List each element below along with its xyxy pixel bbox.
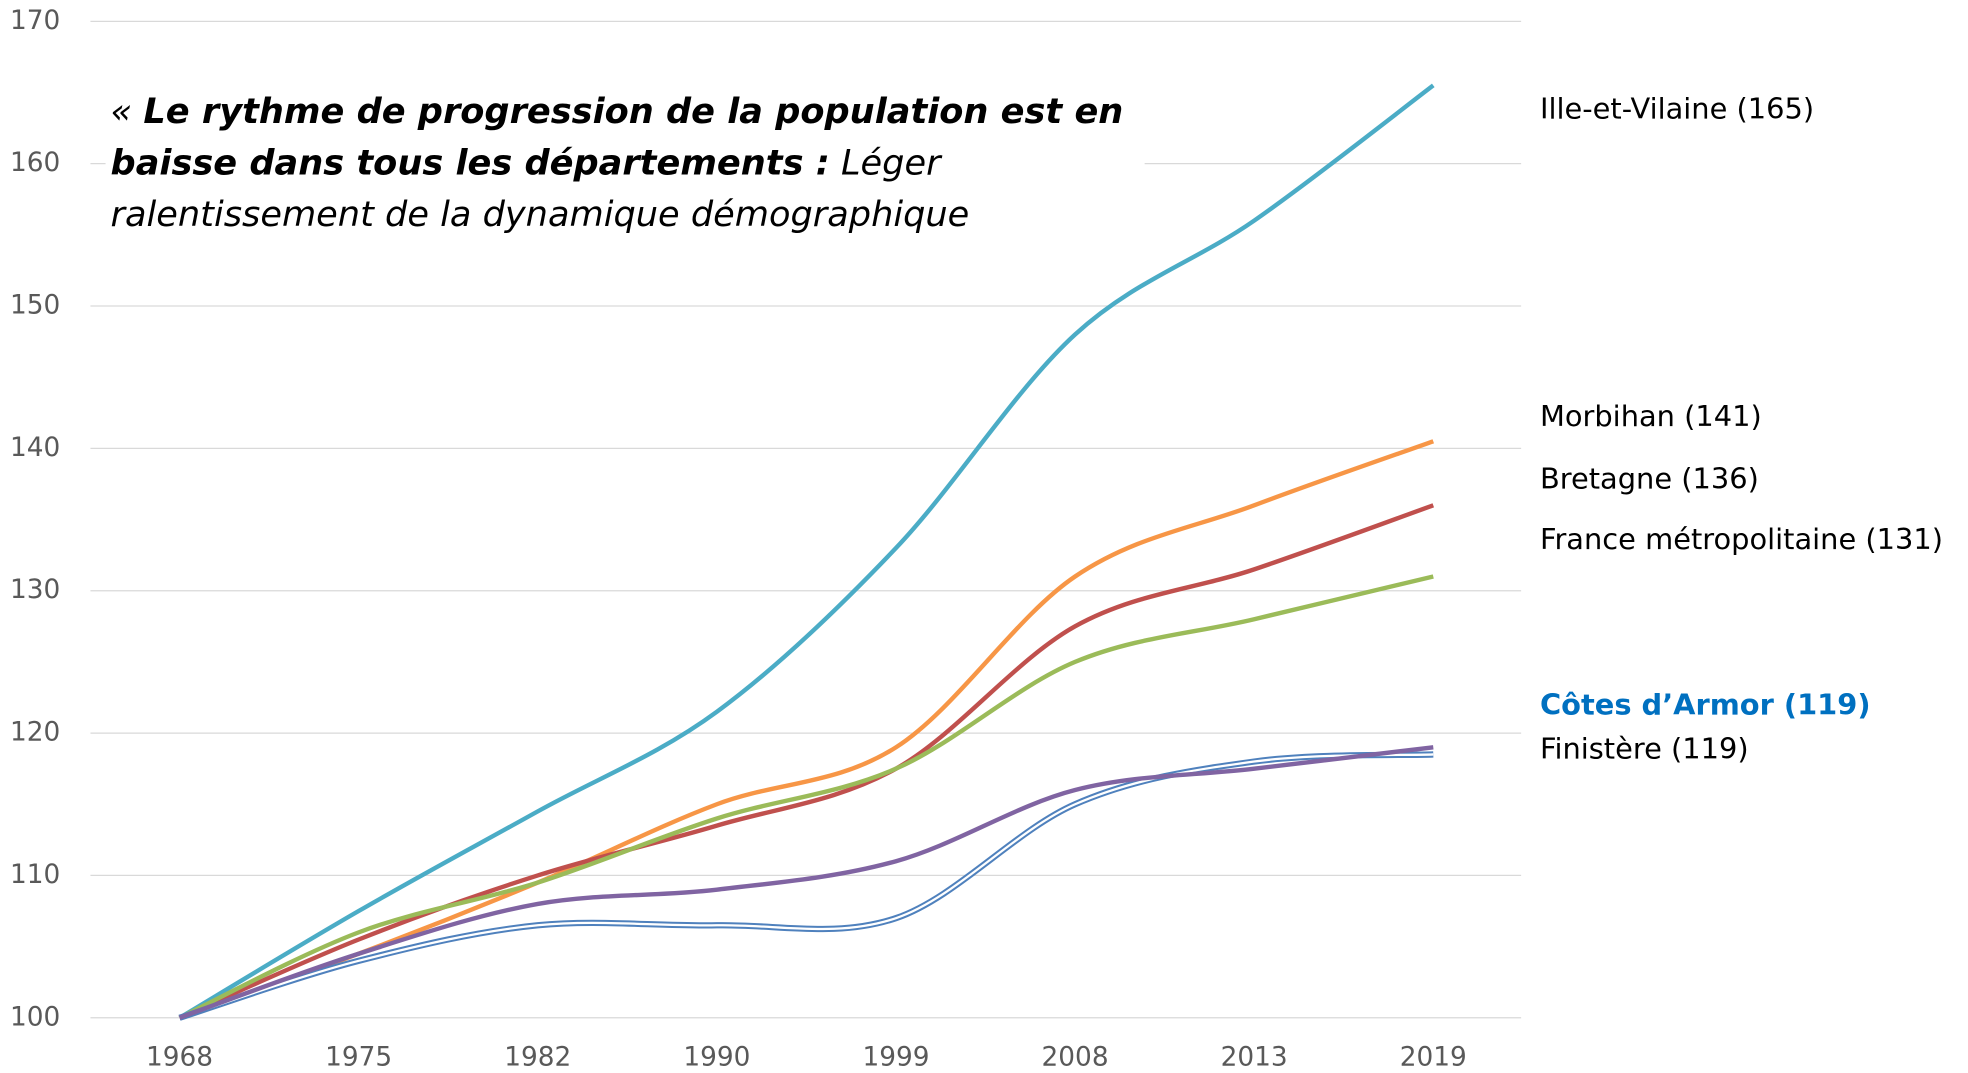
y-tick-label: 100	[10, 1002, 60, 1032]
x-tick-label: 1990	[683, 1042, 750, 1072]
x-tick-label: 2013	[1221, 1042, 1288, 1072]
series-label: Morbihan (141)	[1540, 399, 1762, 433]
series-label: France métropolitaine (131)	[1540, 522, 1943, 556]
x-tick-label: 2019	[1400, 1042, 1467, 1072]
y-tick-label: 160	[10, 148, 60, 178]
y-tick-label: 130	[10, 575, 60, 605]
y-tick-label: 140	[10, 433, 60, 463]
annotation-part: Léger ralentissement de la dynamique dém…	[110, 141, 970, 246]
annotation-part: Le rythme de progression de la populatio…	[110, 90, 1124, 184]
annotation-text: « Le rythme de progression de la populat…	[105, 82, 1145, 246]
series-line	[178, 574, 1434, 1020]
series-label: Bretagne (136)	[1540, 462, 1759, 496]
series-label: Côtes d’Armor (119)	[1540, 688, 1871, 722]
series-line	[178, 83, 1435, 1020]
annotation: « Le rythme de progression de la populat…	[105, 82, 1145, 246]
series-line-inner	[179, 753, 1434, 1019]
series-line	[178, 745, 1434, 1020]
annotation-part: «	[110, 90, 133, 132]
series-line	[178, 503, 1435, 1020]
y-tick-label: 110	[10, 860, 60, 890]
x-tick-label: 2008	[1042, 1042, 1109, 1072]
x-tick-label: 1982	[504, 1042, 571, 1072]
x-tick-label: 1975	[325, 1042, 392, 1072]
y-tick-label: 120	[10, 718, 60, 748]
y-tick-label: 170	[10, 6, 60, 36]
series-label: Ille-et-Vilaine (165)	[1540, 91, 1814, 125]
y-tick-label: 150	[10, 291, 60, 321]
x-tick-label: 1999	[862, 1042, 929, 1072]
x-tick-label: 1968	[146, 1042, 213, 1072]
series-label: Finistère (119)	[1540, 731, 1749, 765]
series-line	[178, 751, 1434, 1021]
